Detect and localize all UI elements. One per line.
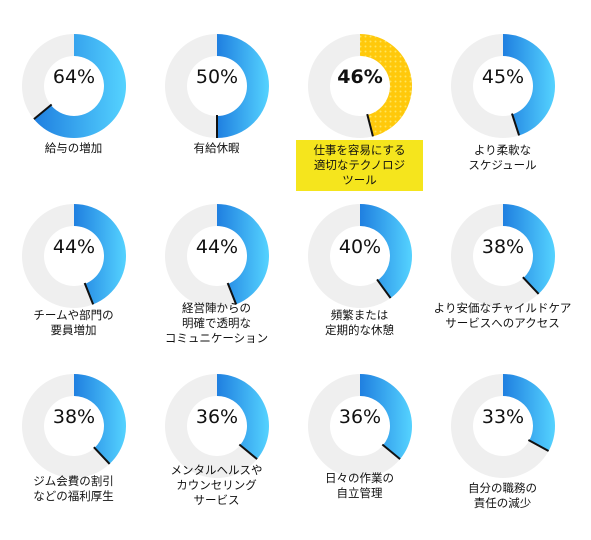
category-label: より柔軟な スケジュール	[431, 143, 574, 173]
category-label: 日々の作業の 自立管理	[288, 471, 431, 501]
percentage-label: 36%	[195, 406, 239, 428]
donut-end-tick	[376, 278, 392, 299]
donut-end-tick	[83, 282, 95, 305]
donut-item: 46% 仕事を容易にする 適切なテクノロジ ツール	[288, 2, 431, 191]
donut-segment	[503, 204, 555, 294]
donut-end-tick	[93, 446, 111, 465]
category-label-line: スケジュール	[468, 158, 537, 172]
percentage-label: 40%	[338, 236, 382, 258]
category-label-line: カウンセリング	[176, 478, 257, 492]
donut-item: 38% ジム会費の割引 などの福利厚生	[2, 342, 145, 512]
category-label-line: 日々の作業の	[325, 471, 394, 485]
donut-segment	[360, 204, 412, 299]
donut-ring	[22, 204, 126, 308]
percentage-label: 50%	[195, 66, 239, 88]
donut-item: 36% メンタルヘルスや カウンセリング サービス	[145, 342, 288, 512]
donut-item: 44% 経営陣からの 明確で透明な コミュニケーション	[145, 172, 288, 345]
category-label-line: サービスへのアクセス	[445, 316, 560, 330]
category-label: ジム会費の割引 などの福利厚生	[2, 474, 145, 504]
donut-end-tick	[381, 443, 401, 460]
donut-ring	[451, 204, 555, 308]
category-label-line: 経営陣からの	[182, 301, 251, 315]
category-label-line: 適切なテクノロジ	[313, 158, 406, 172]
percentage-label: 45%	[481, 66, 525, 88]
category-label: メンタルヘルスや カウンセリング サービス	[145, 463, 288, 508]
category-label: 自分の職務の 責任の減少	[431, 481, 574, 511]
donut-ring	[308, 204, 412, 308]
donut-segment	[74, 204, 126, 305]
donut-segment	[503, 34, 555, 136]
donut-ring	[451, 34, 555, 138]
category-label-line: 自分の職務の	[468, 481, 537, 495]
category-label-line: メンタルヘルスや	[170, 463, 263, 477]
percentage-label: 38%	[481, 236, 525, 258]
category-label: 給与の増加	[2, 141, 145, 156]
donut-item: 45% より柔軟な スケジュール	[431, 2, 574, 172]
category-label-line: チームや部門の	[33, 308, 114, 322]
category-label-line: 有給休暇	[193, 141, 240, 155]
donut-ring	[308, 374, 412, 478]
donut-end-tick	[33, 103, 53, 120]
donut-end-tick	[238, 443, 258, 460]
category-label-line: 明確で透明な	[182, 316, 251, 330]
category-label-line: ジム会費の割引	[33, 474, 114, 488]
donut-item: 40% 頻繁または 定期的な休憩	[288, 172, 431, 342]
category-label-line: コミュニケーション	[164, 331, 269, 345]
donut-ring	[22, 34, 126, 138]
donut-ring	[165, 204, 269, 308]
percentage-label: 38%	[52, 406, 96, 428]
category-label-line: サービス	[193, 493, 240, 507]
donut-ring	[165, 34, 269, 138]
category-label: 頻繁または 定期的な休憩	[288, 308, 431, 338]
category-label-line: 定期的な休憩	[325, 323, 394, 337]
category-label-line: などの福利厚生	[33, 489, 114, 503]
donut-item: 36% 日々の作業の 自立管理	[288, 342, 431, 512]
category-label-line: 仕事を容易にする	[313, 143, 406, 157]
percentage-label: 44%	[195, 236, 239, 258]
donut-item: 33% 自分の職務の 責任の減少	[431, 342, 574, 512]
percentage-label: 64%	[52, 66, 96, 88]
donut-segment	[360, 374, 412, 460]
highlighted-category-label: 仕事を容易にする 適切なテクノロジ ツール	[296, 140, 423, 191]
donut-segment	[74, 374, 126, 464]
category-label-line: ツール	[342, 173, 377, 187]
category-label: 経営陣からの 明確で透明な コミュニケーション	[145, 301, 288, 346]
donut-item: 44% チームや部門の 要員増加	[2, 172, 145, 342]
category-label-line: より安価なチャイルドケア	[433, 301, 572, 315]
donut-end-tick	[511, 113, 521, 136]
donut-item: 50% 有給休暇	[145, 2, 288, 172]
category-label-line: より柔軟な	[473, 143, 532, 157]
category-label-line: 頻繁または	[330, 308, 389, 322]
category-label-line: 責任の減少	[473, 496, 532, 510]
percentage-label: 33%	[481, 406, 525, 428]
donut-item: 64% 給与の増加	[2, 2, 145, 172]
percentage-label: 46%	[337, 66, 383, 88]
donut-ring	[22, 374, 126, 478]
donut-end-tick	[366, 113, 374, 137]
donut-segment	[33, 34, 126, 138]
category-label: チームや部門の 要員増加	[2, 308, 145, 338]
percentage-label: 36%	[338, 406, 382, 428]
category-label: より安価なチャイルドケア サービスへのアクセス	[431, 301, 574, 331]
donut-segment	[503, 374, 555, 452]
donut-end-tick	[527, 439, 550, 452]
percentage-label: 44%	[52, 236, 96, 258]
donut-segment	[217, 204, 269, 305]
donut-end-tick	[522, 276, 540, 295]
donut-segment	[217, 34, 269, 138]
donut-segment	[360, 34, 412, 137]
donut-end-tick	[226, 282, 238, 305]
donut-item: 38% より安価なチャイルドケア サービスへのアクセス	[431, 172, 574, 342]
donut-ring	[308, 34, 412, 138]
category-label-line: 要員増加	[50, 323, 97, 337]
donut-segment	[217, 374, 269, 460]
donut-ring	[165, 374, 269, 478]
donut-ring	[451, 374, 555, 478]
category-label-line: 給与の増加	[44, 141, 103, 155]
category-label-line: 自立管理	[336, 486, 383, 500]
category-label: 有給休暇	[145, 141, 288, 156]
